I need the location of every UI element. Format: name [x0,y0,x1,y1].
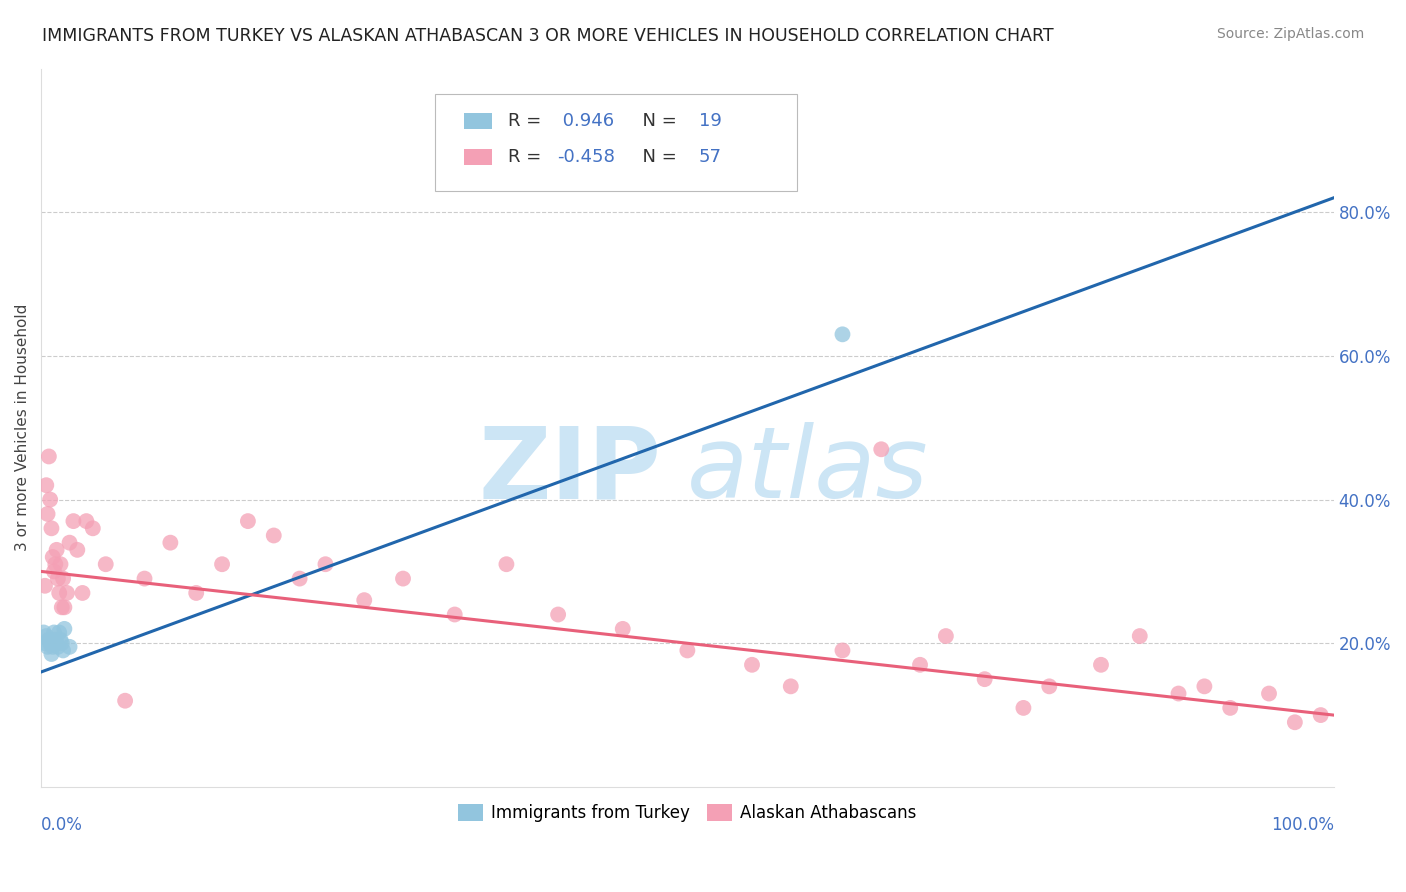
Point [1219,701,1241,715]
Text: 100.0%: 100.0% [1271,815,1334,834]
Point [44,558,66,572]
Point [52,643,75,657]
Point [46,640,69,654]
Point [741,657,763,672]
Point [56,586,79,600]
Point [34,636,56,650]
Point [1258,687,1281,701]
Text: Source: ZipAtlas.com: Source: ZipAtlas.com [1216,27,1364,41]
Point [46,572,69,586]
Text: N =: N = [630,148,682,166]
Point [48,586,70,600]
Point [211,558,233,572]
Text: 0.946: 0.946 [557,112,614,130]
Point [39,492,62,507]
Point [1090,657,1112,672]
Point [72,586,94,600]
Point [263,528,285,542]
Point [52,572,75,586]
Point [831,327,853,342]
Legend: Immigrants from Turkey, Alaskan Athabascans: Immigrants from Turkey, Alaskan Athabasc… [451,797,924,829]
FancyBboxPatch shape [464,149,492,165]
Point [49,632,72,647]
Point [1038,679,1060,693]
Text: 19: 19 [699,112,721,130]
Point [49,558,72,572]
Point [973,672,995,686]
Point [547,607,569,622]
Point [186,586,208,600]
Point [908,657,931,672]
Point [41,647,63,661]
Point [1194,679,1216,693]
Text: 57: 57 [699,148,723,166]
Point [42,565,65,579]
Text: R =: R = [508,112,547,130]
Point [159,535,181,549]
Point [612,622,634,636]
Text: IMMIGRANTS FROM TURKEY VS ALASKAN ATHABASCAN 3 OR MORE VEHICLES IN HOUSEHOLD COR: IMMIGRANTS FROM TURKEY VS ALASKAN ATHABA… [42,27,1054,45]
Point [66,542,89,557]
Point [114,694,136,708]
Y-axis label: 3 or more Vehicles in Household: 3 or more Vehicles in Household [15,304,30,551]
Point [314,558,336,572]
Point [34,579,56,593]
Point [935,629,957,643]
Point [443,607,465,622]
Point [42,640,65,654]
Text: 0.0%: 0.0% [41,815,83,834]
Point [676,643,699,657]
Point [53,622,76,636]
FancyBboxPatch shape [464,113,492,128]
Point [42,549,65,564]
Point [41,521,63,535]
Point [53,600,76,615]
Text: ZIP: ZIP [478,422,662,519]
Point [1167,687,1189,701]
FancyBboxPatch shape [436,94,797,191]
Point [82,521,104,535]
Point [38,632,60,647]
Text: atlas: atlas [688,422,929,519]
Point [1309,708,1331,723]
Point [35,629,58,643]
Text: R =: R = [508,148,547,166]
Point [392,572,415,586]
Point [495,558,517,572]
Point [32,625,55,640]
Point [58,640,80,654]
Point [44,632,66,647]
Point [353,593,375,607]
Text: -0.458: -0.458 [557,148,614,166]
Point [870,442,893,457]
Point [62,514,84,528]
Point [288,572,311,586]
Point [48,625,70,640]
Text: N =: N = [630,112,682,130]
Point [51,636,73,650]
Point [37,507,59,521]
Point [94,558,117,572]
Point [42,625,65,640]
Point [831,643,853,657]
Point [39,636,62,650]
Point [779,679,801,693]
Point [38,450,60,464]
Point [1129,629,1152,643]
Point [75,514,97,528]
Point [45,542,67,557]
Point [134,572,156,586]
Point [37,640,59,654]
Point [1012,701,1035,715]
Point [58,535,80,549]
Point [35,478,58,492]
Point [51,600,73,615]
Point [1284,715,1306,730]
Point [236,514,259,528]
Point [45,636,67,650]
